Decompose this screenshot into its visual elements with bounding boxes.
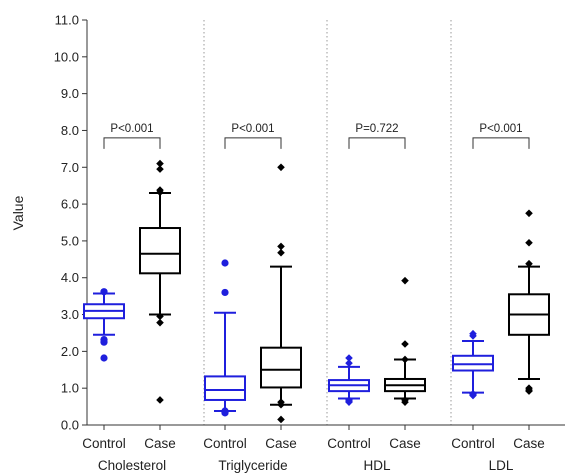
boxes-layer: P<0.001 P<0.001 P=0.722 P<0.001 xyxy=(83,123,550,424)
group-hdl: P=0.722 xyxy=(328,123,426,406)
outlier-point xyxy=(469,332,477,340)
outlier-point xyxy=(156,188,164,197)
outlier-point xyxy=(100,354,108,362)
y-tick-label: 8.0 xyxy=(61,123,79,138)
group-label: Cholesterol xyxy=(98,458,166,473)
outlier-point xyxy=(345,398,353,406)
box-label: Control xyxy=(82,436,126,451)
outlier-point xyxy=(345,359,353,367)
significance-bracket xyxy=(224,137,282,149)
outlier-point xyxy=(345,354,353,362)
y-tick-label: 3.0 xyxy=(61,307,79,322)
iqr-box xyxy=(204,375,246,401)
y-tick-label: 4.0 xyxy=(61,270,79,285)
outlier-point xyxy=(100,338,108,346)
separator-layer xyxy=(203,20,452,425)
y-tick-label: 9.0 xyxy=(61,86,79,101)
box-label: Case xyxy=(144,436,176,451)
box-control xyxy=(328,354,370,406)
iqr-box xyxy=(139,227,181,275)
outlier-point xyxy=(156,318,164,327)
significance-bracket xyxy=(103,137,161,149)
iqr-box xyxy=(452,354,494,372)
box-control xyxy=(452,329,494,400)
box-control xyxy=(204,259,246,417)
outlier-point xyxy=(525,387,533,395)
box-control xyxy=(83,288,125,362)
outlier-point xyxy=(401,340,409,348)
box-label: Case xyxy=(265,436,297,451)
outlier-point xyxy=(525,259,533,268)
outlier-point xyxy=(277,400,285,409)
outlier-point xyxy=(221,409,229,417)
outlier-point xyxy=(401,398,409,406)
outlier-point xyxy=(221,259,229,267)
group-label: LDL xyxy=(489,458,514,473)
group-label: Triglyceride xyxy=(218,458,287,473)
group-triglyceride: P<0.001 xyxy=(204,123,302,424)
box-case xyxy=(139,159,181,404)
group-ldl: P<0.001 xyxy=(452,123,550,400)
p-value-label: P=0.722 xyxy=(355,123,398,135)
outlier-point xyxy=(469,391,477,400)
box-case xyxy=(508,209,550,395)
outlier-point xyxy=(401,355,409,364)
y-tick-label: 10.0 xyxy=(54,49,79,64)
outlier-point xyxy=(221,288,229,297)
iqr-box xyxy=(260,346,302,389)
significance-bracket xyxy=(472,137,530,149)
group-label: HDL xyxy=(363,458,390,473)
outlier-point xyxy=(156,396,164,404)
outlier-point xyxy=(277,163,285,172)
box-label: Control xyxy=(203,436,247,451)
p-value-label: P<0.001 xyxy=(231,123,274,135)
outlier-point xyxy=(277,248,285,257)
outlier-point xyxy=(100,288,108,296)
outlier-point xyxy=(525,238,533,247)
outlier-point xyxy=(156,312,164,321)
group-cholesterol: P<0.001 xyxy=(83,123,181,404)
outlier-point xyxy=(277,242,285,251)
outlier-point xyxy=(525,209,533,218)
box-label: Control xyxy=(451,436,495,451)
box-case xyxy=(260,163,302,424)
outlier-point xyxy=(156,159,164,168)
box-label: Case xyxy=(389,436,421,451)
y-tick-label: 7.0 xyxy=(61,160,79,175)
y-axis: Value 0.0 1.0 2.0 3.0 4.0 5.0 6.0 7.0 8.0 9.0 10.0… xyxy=(10,13,565,433)
y-tick-label: 5.0 xyxy=(61,233,79,248)
y-axis-label: Value xyxy=(10,195,26,230)
box-label: Control xyxy=(327,436,371,451)
p-value-label: P<0.001 xyxy=(110,123,153,135)
box-case xyxy=(384,276,426,406)
y-tick-label: 11.0 xyxy=(55,13,79,28)
outlier-point xyxy=(156,165,164,173)
y-tick-label: 0.0 xyxy=(61,418,79,433)
p-value-label: P<0.001 xyxy=(479,123,522,135)
outlier-point xyxy=(401,276,409,285)
box-label: Case xyxy=(513,436,545,451)
y-tick-label: 2.0 xyxy=(61,344,79,359)
outlier-point xyxy=(277,415,285,424)
category-labels: Control Case Cholesterol Control Case Triglyc… xyxy=(82,425,545,473)
significance-bracket xyxy=(348,137,406,149)
y-tick-label: 6.0 xyxy=(61,197,79,212)
y-tick-label: 1.0 xyxy=(61,381,79,396)
